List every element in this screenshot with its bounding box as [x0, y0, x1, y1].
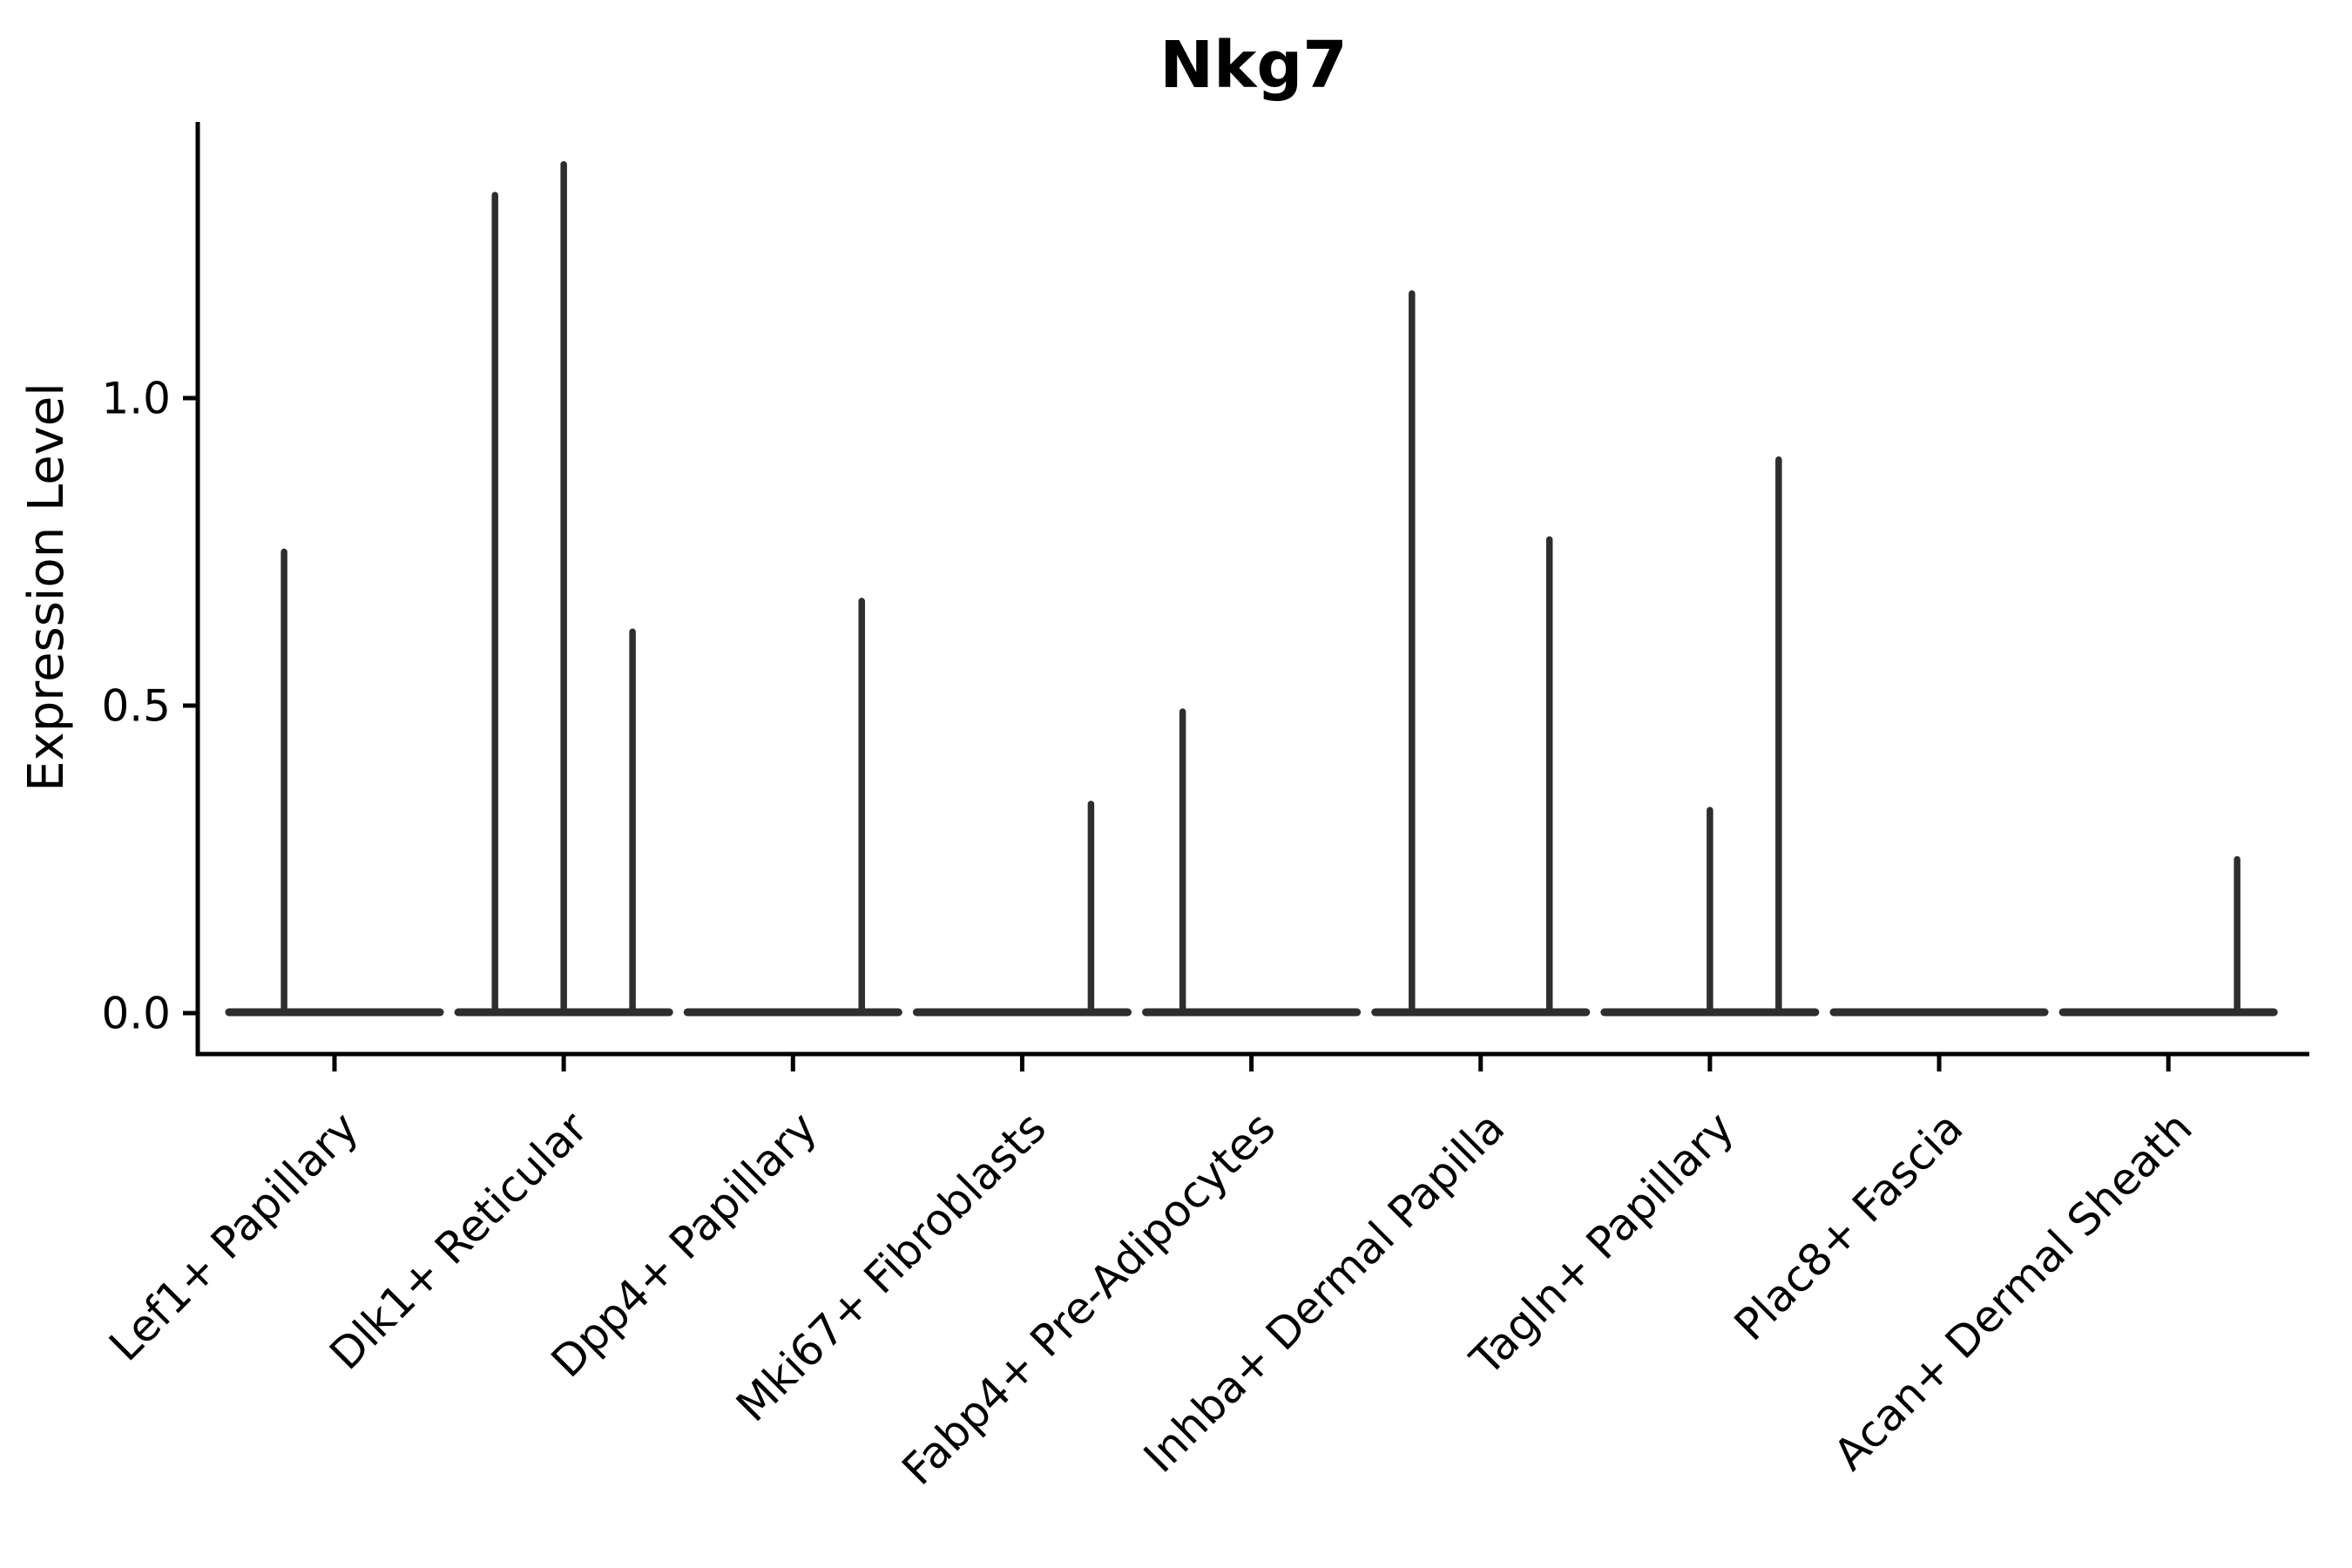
y-axis-label: Expression Level	[18, 382, 75, 792]
x-tick-label: Fabp4+ Pre-Adipocytes	[893, 1102, 1286, 1495]
x-tick-label: Plac8+ Fascia	[1725, 1102, 1973, 1350]
y-tick-label: 0.0	[101, 989, 171, 1039]
y-tick-label: 1.0	[101, 374, 171, 424]
chart-title: Nkg7	[1159, 28, 1348, 103]
y-tick-label: 0.5	[101, 681, 171, 732]
x-tick-label: Lef1+ Papillary	[99, 1102, 368, 1370]
